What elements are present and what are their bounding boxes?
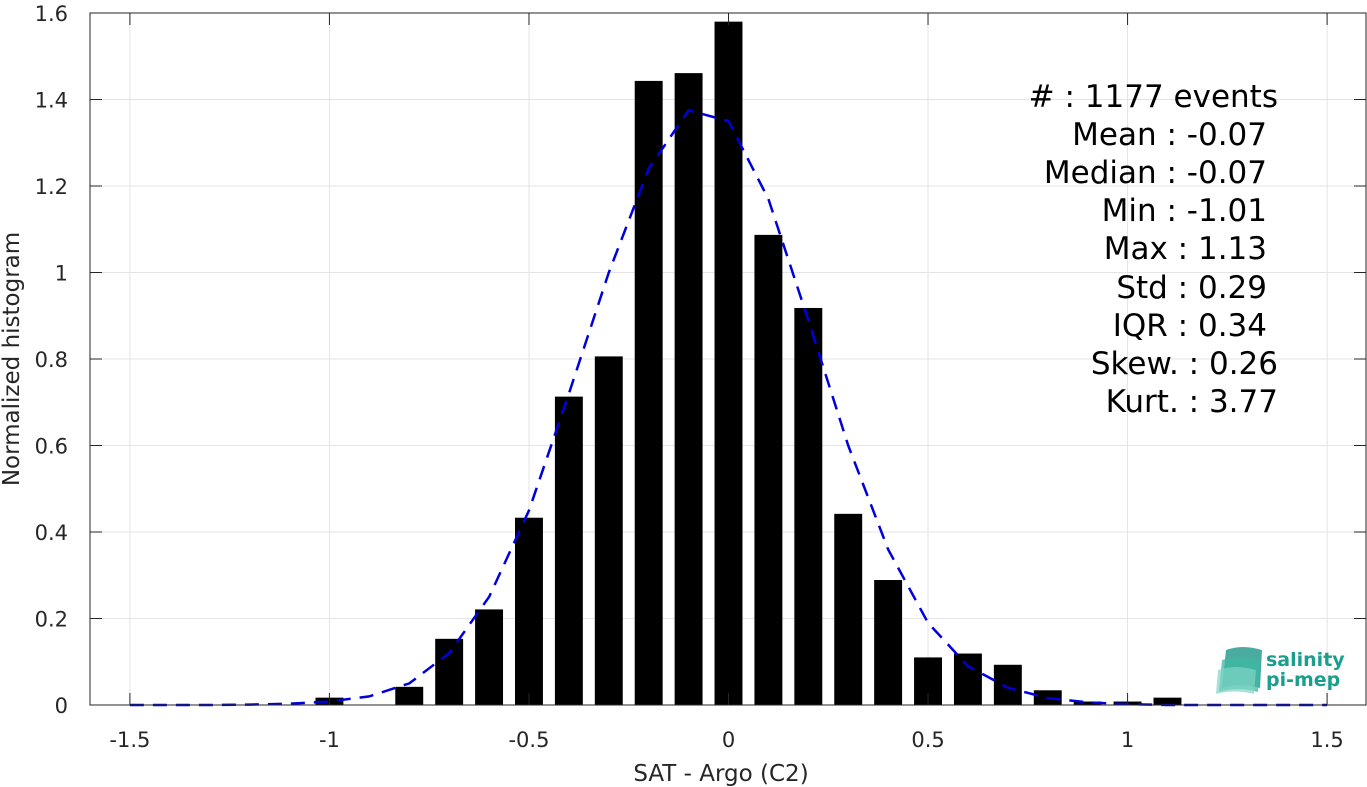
x-tick-label-5: 1: [1121, 728, 1134, 752]
histogram-bar-18: [1073, 701, 1102, 705]
logo-line2: pi-mep: [1266, 669, 1340, 691]
stat-max: Max : 1.13: [1104, 231, 1267, 267]
wave-layers-icon: [1216, 647, 1262, 694]
x-tick-label-1: -1: [319, 728, 340, 752]
histogram-bar-8: [674, 73, 703, 706]
histogram-bar-13: [874, 580, 903, 705]
y-tick-label-8: 1.6: [35, 2, 68, 26]
x-tick-labels: -1.5 -1 -0.5 0 0.5 1 1.5: [109, 728, 1343, 752]
histogram-bars: [315, 21, 1182, 706]
histogram-bar-1: [395, 686, 424, 705]
y-tick-label-5: 1: [55, 262, 68, 286]
histogram-bar-10: [754, 234, 783, 705]
logo-line1: salinity: [1266, 649, 1345, 671]
histogram-bar-7: [634, 80, 663, 706]
histogram-bar-11: [794, 307, 823, 705]
y-tick-label-6: 1.2: [35, 175, 68, 199]
y-tick-label-1: 0.2: [35, 608, 68, 632]
histogram-bar-6: [594, 356, 623, 705]
stat-median: Median : -0.07: [1044, 155, 1267, 191]
histogram-bar-5: [554, 396, 583, 705]
stat-std: Std : 0.29: [1116, 270, 1267, 306]
histogram-bar-12: [834, 513, 863, 705]
axis-ticks: [90, 12, 1366, 706]
stats-box: # : 1177 events Mean : -0.07 Median : -0…: [1029, 79, 1278, 420]
y-tick-label-2: 0.4: [35, 521, 68, 545]
y-tick-labels: 0 0.2 0.4 0.6 0.8 1 1.2 1.4 1.6: [35, 2, 68, 718]
histogram-bar-20: [1153, 697, 1182, 705]
x-tick-label-3: 0: [722, 728, 735, 752]
histogram-bar-2: [435, 638, 464, 705]
stat-mean: Mean : -0.07: [1072, 117, 1267, 153]
stat-min: Min : -1.01: [1102, 193, 1267, 229]
x-axis-label: SAT - Argo (C2): [633, 761, 808, 787]
stat-skew: Skew. : 0.26: [1091, 346, 1278, 382]
histogram-bar-4: [515, 517, 543, 705]
salinity-pi-mep-logo: salinity pi-mep: [1216, 647, 1345, 694]
y-tick-label-0: 0: [55, 694, 68, 718]
stat-count: # : 1177 events: [1029, 79, 1278, 115]
y-tick-label-4: 0.8: [35, 348, 68, 372]
stat-kurt: Kurt. : 3.77: [1106, 384, 1278, 420]
y-axis-label: Normalized histogram: [0, 232, 25, 486]
x-tick-label-6: 1.5: [1310, 728, 1343, 752]
x-tick-label-4: 0.5: [911, 728, 944, 752]
x-tick-label-0: -1.5: [109, 728, 150, 752]
histogram-bar-9: [714, 21, 743, 705]
y-tick-label-3: 0.6: [35, 435, 68, 459]
histogram-bar-15: [953, 653, 982, 705]
histogram-bar-3: [475, 609, 504, 705]
histogram-bar-16: [993, 664, 1022, 705]
x-tick-label-2: -0.5: [508, 728, 549, 752]
y-tick-label-7: 1.4: [35, 89, 68, 113]
stat-iqr: IQR : 0.34: [1113, 308, 1267, 344]
